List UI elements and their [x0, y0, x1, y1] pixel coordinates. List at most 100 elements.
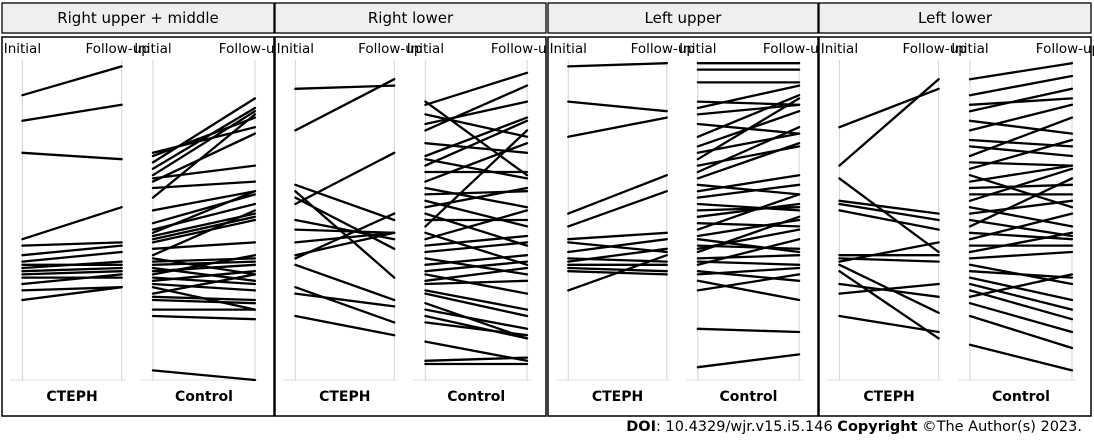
data-line-left-lower-control-20 [968, 177, 1074, 228]
data-line-left-upper-control-28 [696, 254, 801, 260]
group-left-lower-control: Initial Follow-up Control [951, 41, 1094, 405]
data-line-left-lower-control-33 [968, 314, 1074, 350]
data-line-right-upper-middle-control-6 [151, 164, 257, 180]
col-label-follow-up-left-upper-control: Follow-up [763, 41, 827, 57]
col-label-follow-up-left-upper-cteph: Follow-up [631, 41, 695, 57]
data-line-left-lower-control-8 [968, 145, 1074, 158]
panel-title-left-upper: Left upper [645, 9, 723, 27]
data-line-right-lower-cteph-2 [294, 78, 396, 132]
panel-frame-right-lower [274, 36, 547, 417]
data-line-right-upper-middle-control-2 [151, 116, 257, 158]
panel-header-right-lower [274, 2, 547, 34]
data-line-right-lower-cteph-12 [294, 292, 396, 308]
data-line-right-lower-control-3 [424, 113, 529, 138]
data-line-right-lower-control-22 [424, 241, 529, 254]
data-line-left-lower-control-3 [968, 97, 1074, 106]
data-line-left-lower-control-19 [968, 218, 1074, 238]
data-line-left-upper-cteph-5 [567, 190, 668, 228]
data-line-right-upper-middle-control-26 [151, 270, 257, 282]
data-line-right-lower-cteph-5 [294, 151, 396, 206]
panel-header-right-upper-middle [1, 2, 275, 34]
data-line-left-upper-control-30 [696, 238, 801, 266]
data-line-right-upper-middle-control-15 [151, 215, 257, 241]
data-line-right-lower-cteph-3 [294, 183, 396, 222]
data-line-right-lower-control-1 [424, 100, 529, 177]
data-line-right-upper-middle-control-10 [151, 190, 257, 212]
data-line-right-upper-middle-cteph-10 [21, 266, 123, 273]
data-line-right-upper-middle-control-21 [151, 260, 257, 266]
data-line-left-lower-control-24 [968, 231, 1074, 254]
doi-label: DOI [626, 419, 657, 435]
data-line-left-upper-control-34 [696, 273, 801, 292]
data-line-left-upper-control-16 [696, 174, 801, 193]
data-line-right-upper-middle-cteph-7 [21, 250, 123, 263]
col-label-follow-up-right-upper-middle-control: Follow-up [219, 41, 283, 57]
data-line-right-upper-middle-control-8 [151, 180, 257, 190]
data-line-right-upper-middle-control-33 [151, 314, 257, 321]
copyright-label: Copyright [837, 419, 918, 435]
panel-header-left-lower [818, 2, 1092, 34]
data-line-left-upper-control-24 [696, 238, 801, 254]
data-line-right-upper-middle-control-18 [151, 209, 257, 257]
data-line-left-lower-cteph-11 [838, 270, 940, 340]
data-line-right-upper-middle-control-27 [151, 282, 257, 292]
data-line-left-lower-cteph-1 [838, 87, 940, 129]
data-line-left-lower-control-13 [968, 164, 1074, 183]
data-line-right-lower-control-2 [424, 71, 529, 106]
data-line-right-upper-middle-cteph-11 [21, 270, 123, 276]
data-line-right-lower-control-24 [424, 254, 529, 266]
data-line-right-lower-cteph-1 [294, 84, 396, 90]
data-line-right-lower-control-29 [424, 289, 529, 311]
col-label-initial-left-upper-control: Initial [679, 41, 716, 57]
data-line-left-upper-control-27 [696, 215, 801, 254]
data-line-left-lower-control-4 [968, 87, 1074, 113]
data-line-right-lower-control-9 [424, 119, 529, 167]
data-line-left-upper-control-20 [696, 202, 801, 218]
data-line-right-lower-control-25 [424, 260, 529, 273]
col-label-follow-up-left-lower-cteph: Follow-up [903, 41, 967, 57]
data-line-left-upper-cteph-3 [567, 116, 668, 138]
data-line-right-upper-middle-control-3 [151, 97, 257, 164]
data-line-right-lower-cteph-14 [294, 212, 396, 260]
data-line-left-lower-control-28 [968, 276, 1074, 302]
data-line-left-lower-control-25 [968, 250, 1074, 260]
data-line-left-lower-cteph-2 [838, 78, 940, 167]
group-left-upper-control: Initial Follow-up Control [679, 41, 827, 405]
data-line-right-upper-middle-control-24 [151, 254, 257, 276]
col-label-initial-left-lower-cteph: Initial [821, 41, 858, 57]
data-line-left-lower-control-27 [968, 270, 1074, 279]
data-line-left-lower-control-30 [968, 289, 1074, 321]
data-line-left-lower-control-16 [968, 167, 1074, 202]
data-line-left-lower-control-31 [968, 273, 1074, 298]
data-line-left-lower-control-29 [968, 282, 1074, 311]
data-line-left-upper-cteph-6 [567, 231, 668, 241]
col-label-follow-up-left-lower-control: Follow-up [1036, 41, 1094, 57]
data-line-right-lower-cteph-7 [294, 228, 396, 234]
data-line-left-lower-cteph-4 [838, 199, 940, 215]
data-line-left-upper-control-22 [696, 193, 801, 231]
group-label-left-upper-control: Control [720, 389, 778, 405]
data-line-right-lower-control-27 [424, 266, 529, 282]
data-line-left-upper-control-35 [696, 327, 801, 334]
data-line-right-lower-cteph-8 [294, 231, 396, 244]
data-line-right-lower-control-19 [424, 231, 529, 266]
group-left-upper-cteph: Initial Follow-up CTEPH [550, 41, 695, 405]
data-line-right-lower-control-18 [424, 129, 529, 228]
group-right-lower-cteph: Initial Follow-up CTEPH [277, 41, 423, 405]
data-line-right-upper-middle-cteph-15 [21, 286, 123, 302]
data-line-left-lower-cteph-13 [838, 282, 940, 295]
data-line-right-upper-middle-cteph-1 [21, 65, 123, 97]
panel-title-right-upper-middle: Right upper + middle [57, 9, 219, 27]
data-line-left-upper-control-8 [696, 94, 801, 138]
group-right-upper-middle-control: Initial Follow-up Control [134, 41, 283, 405]
col-label-follow-up-right-lower-cteph: Follow-up [358, 41, 422, 57]
copyright-value: ©The Author(s) 2023. [917, 419, 1082, 435]
data-line-left-lower-cteph-6 [838, 209, 940, 231]
data-line-left-lower-control-34 [968, 343, 1074, 372]
data-line-left-lower-control-11 [968, 138, 1074, 170]
data-line-right-lower-control-15 [424, 186, 529, 209]
data-line-left-lower-control-6 [968, 103, 1074, 132]
data-line-left-upper-control-5 [696, 84, 801, 110]
